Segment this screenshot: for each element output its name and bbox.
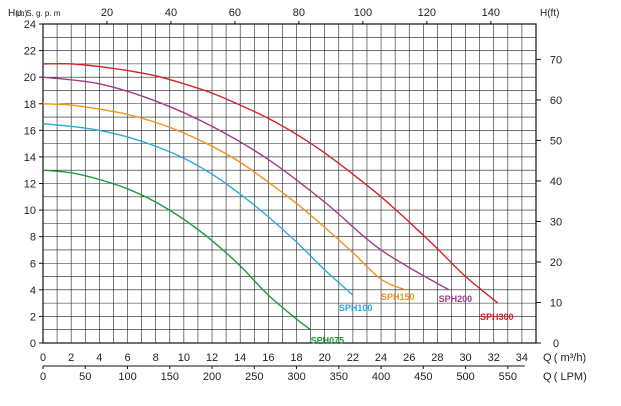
- right-tick-label: 70: [550, 54, 562, 66]
- lpm-tick-label: 300: [287, 371, 305, 383]
- bottom-tick-label-m3h: 18: [290, 352, 302, 364]
- series-label-sph300: SPH300: [480, 312, 514, 322]
- right-tick-label: 60: [550, 95, 562, 107]
- bottom-axis-label-m3h: Q ( m³/h): [543, 352, 586, 364]
- top-tick-label: 80: [293, 7, 305, 19]
- bottom-tick-label-m3h: 6: [124, 352, 130, 364]
- lpm-tick-label: 550: [499, 371, 517, 383]
- top-tick-label: 40: [165, 7, 177, 19]
- left-tick-label: 0: [30, 338, 36, 350]
- right-tick-label: 0: [553, 338, 559, 350]
- right-tick-label: 30: [550, 216, 562, 228]
- left-tick-label: 18: [24, 99, 36, 111]
- lpm-tick-label: 200: [203, 371, 221, 383]
- series-line-sph300: [42, 62, 499, 304]
- series-line-sph075: [42, 169, 312, 331]
- bottom-tick-label-m3h: 4: [96, 352, 102, 364]
- lpm-tick-label: 500: [456, 371, 474, 383]
- left-axis-label-h: H: [8, 8, 15, 19]
- left-tick-label: 22: [24, 46, 36, 58]
- left-tick-label: 4: [30, 285, 36, 297]
- bottom-tick-label-m3h: 28: [431, 352, 443, 364]
- left-tick-label: 2: [30, 311, 36, 323]
- series-label-sph150: SPH150: [381, 292, 415, 302]
- bottom-tick-label-m3h: 12: [206, 352, 218, 364]
- left-axis-label: H(m): [8, 8, 28, 19]
- grid: [42, 23, 537, 344]
- lpm-tick-label: 450: [414, 371, 432, 383]
- top-tick-label: 20: [101, 7, 113, 19]
- bottom-tick-label-m3h: 32: [488, 352, 500, 364]
- left-tick-label: 24: [24, 19, 36, 31]
- top-tick-label: 120: [418, 7, 436, 19]
- lpm-tick-label: 400: [372, 371, 390, 383]
- series-label-sph100: SPH100: [339, 303, 373, 313]
- bottom-tick-label-m3h: 34: [516, 352, 528, 364]
- bottom-tick-label-m3h: 8: [153, 352, 159, 364]
- right-tick-label: 40: [550, 176, 562, 188]
- right-axis-label: H(ft): [540, 8, 559, 19]
- right-tick-label: 50: [550, 135, 562, 147]
- right-tick-label: 20: [550, 257, 562, 269]
- lpm-tick-label: 350: [330, 371, 348, 383]
- bottom-tick-label-m3h: 2: [68, 352, 74, 364]
- left-tick-label: 6: [30, 258, 36, 270]
- lpm-tick-label: 50: [79, 371, 91, 383]
- left-axis-label-unit: (m): [15, 9, 27, 18]
- bottom-axis-label-lpm: Q ( LPM): [543, 371, 587, 383]
- series-line-sph200: [42, 76, 450, 291]
- bottom-tick-label-m3h: 10: [178, 352, 190, 364]
- bottom-tick-label-m3h: 14: [234, 352, 246, 364]
- top-tick-label: 60: [229, 7, 241, 19]
- series-lines: [42, 62, 499, 331]
- bottom-tick-label-m3h: 30: [459, 352, 471, 364]
- series-line-sph100: [42, 122, 354, 296]
- left-tick-label: 10: [24, 205, 36, 217]
- series-labels: SPH075 SPH100 SPH150 SPH200 SPH300: [311, 292, 514, 346]
- series-label-sph075: SPH075: [311, 336, 345, 346]
- bottom-tick-label-m3h: 20: [319, 352, 331, 364]
- bottom-tick-label-m3h: 0: [40, 352, 46, 364]
- left-tick-label: 14: [24, 152, 36, 164]
- right-tick-label: 10: [550, 297, 562, 309]
- lpm-tick-label: 150: [161, 371, 179, 383]
- top-tick-label: 100: [354, 7, 372, 19]
- left-tick-label: 12: [24, 179, 36, 191]
- bottom-tick-label-m3h: 24: [375, 352, 387, 364]
- bottom-tick-label-m3h: 22: [347, 352, 359, 364]
- lpm-tick-label: 250: [245, 371, 263, 383]
- bottom-tick-label-m3h: 16: [262, 352, 274, 364]
- series-label-sph200: SPH200: [439, 294, 473, 304]
- top-tick-label: 140: [482, 7, 500, 19]
- lpm-tick-label: 0: [40, 371, 46, 383]
- series-line-sph150: [42, 103, 406, 291]
- lpm-tick-label: 100: [118, 371, 136, 383]
- left-tick-label: 16: [24, 125, 36, 137]
- left-tick-label: 20: [24, 72, 36, 84]
- top-axis-label: U. S. g. p. m: [16, 9, 61, 18]
- left-tick-label: 8: [30, 232, 36, 244]
- bottom-tick-label-m3h: 26: [403, 352, 415, 364]
